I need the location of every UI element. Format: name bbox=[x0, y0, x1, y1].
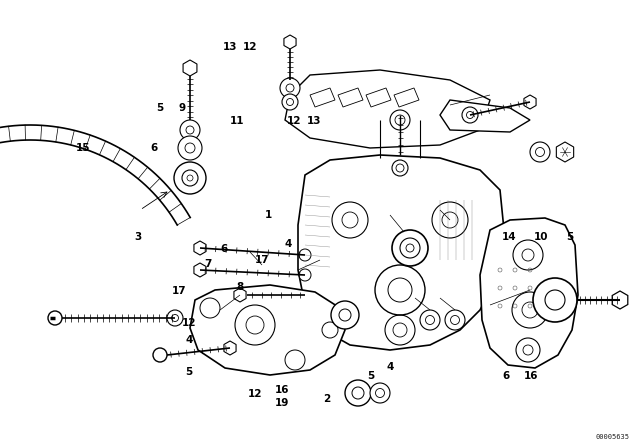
Text: 12: 12 bbox=[248, 389, 262, 399]
Circle shape bbox=[530, 142, 550, 162]
Text: 16: 16 bbox=[524, 371, 538, 381]
Polygon shape bbox=[194, 263, 206, 277]
Text: 13: 13 bbox=[307, 116, 321, 126]
Polygon shape bbox=[194, 241, 206, 255]
Polygon shape bbox=[285, 70, 490, 148]
Text: 17: 17 bbox=[172, 286, 186, 296]
Circle shape bbox=[462, 107, 478, 123]
Polygon shape bbox=[224, 341, 236, 355]
Text: 10: 10 bbox=[534, 233, 548, 242]
Circle shape bbox=[345, 380, 371, 406]
Circle shape bbox=[299, 249, 311, 261]
Text: 3: 3 bbox=[134, 233, 141, 242]
Text: 13: 13 bbox=[223, 42, 237, 52]
Text: 1: 1 bbox=[265, 210, 273, 220]
Text: 7: 7 bbox=[204, 259, 212, 269]
Polygon shape bbox=[480, 218, 578, 368]
Polygon shape bbox=[440, 100, 530, 132]
Text: 5: 5 bbox=[367, 371, 375, 381]
Text: 00005635: 00005635 bbox=[596, 434, 630, 440]
Polygon shape bbox=[524, 95, 536, 109]
Text: 8: 8 bbox=[236, 282, 244, 292]
Circle shape bbox=[178, 136, 202, 160]
Text: 17: 17 bbox=[255, 255, 269, 265]
Polygon shape bbox=[234, 288, 246, 302]
Text: 6: 6 bbox=[150, 143, 157, 153]
Circle shape bbox=[167, 310, 183, 326]
Circle shape bbox=[392, 230, 428, 266]
Text: 6: 6 bbox=[220, 244, 228, 254]
Text: 14: 14 bbox=[502, 233, 516, 242]
Circle shape bbox=[420, 310, 440, 330]
Circle shape bbox=[48, 311, 62, 325]
Circle shape bbox=[370, 383, 390, 403]
Text: 5: 5 bbox=[156, 103, 164, 112]
Circle shape bbox=[153, 348, 167, 362]
Circle shape bbox=[299, 269, 311, 281]
Polygon shape bbox=[190, 285, 345, 375]
Polygon shape bbox=[284, 35, 296, 49]
Circle shape bbox=[445, 310, 465, 330]
Text: 15: 15 bbox=[76, 143, 90, 153]
Circle shape bbox=[174, 162, 206, 194]
Text: 4: 4 bbox=[387, 362, 394, 372]
Text: 16: 16 bbox=[275, 385, 289, 395]
Text: 5: 5 bbox=[185, 367, 193, 377]
Text: 2: 2 bbox=[323, 394, 330, 404]
Text: 5: 5 bbox=[566, 233, 573, 242]
Circle shape bbox=[331, 301, 359, 329]
Text: 4: 4 bbox=[185, 336, 193, 345]
Text: 12: 12 bbox=[243, 42, 257, 52]
Text: 19: 19 bbox=[275, 398, 289, 408]
Text: 12: 12 bbox=[287, 116, 301, 126]
Circle shape bbox=[280, 78, 300, 98]
Circle shape bbox=[282, 94, 298, 110]
Text: 4: 4 bbox=[284, 239, 292, 249]
Text: 6: 6 bbox=[502, 371, 509, 381]
Circle shape bbox=[533, 278, 577, 322]
Text: 11: 11 bbox=[230, 116, 244, 126]
Polygon shape bbox=[612, 291, 628, 309]
Polygon shape bbox=[298, 155, 505, 350]
Text: 12: 12 bbox=[182, 318, 196, 327]
Polygon shape bbox=[183, 60, 197, 76]
Text: 9: 9 bbox=[179, 103, 186, 112]
Circle shape bbox=[180, 120, 200, 140]
Polygon shape bbox=[556, 142, 573, 162]
